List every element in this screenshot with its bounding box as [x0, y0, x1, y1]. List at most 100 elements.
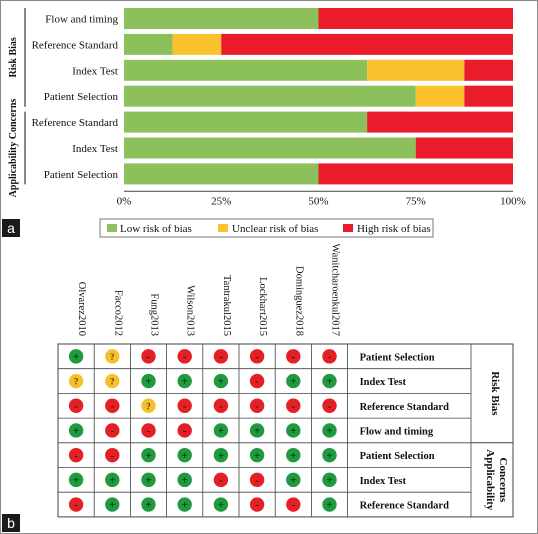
- x-tick-label: 25%: [211, 195, 231, 207]
- risk-dot: [286, 373, 301, 389]
- risk-dot: [286, 472, 301, 488]
- risk-dot: [286, 349, 301, 364]
- bar-segment: [124, 85, 416, 107]
- risk-dot: [213, 447, 229, 463]
- x-tick-label: 0%: [117, 195, 132, 207]
- risk-symbol: +: [73, 351, 79, 363]
- risk-symbol: +: [73, 474, 79, 486]
- bar-segment: [221, 33, 513, 55]
- risk-dot: [213, 423, 229, 438]
- risk-dot: [249, 472, 265, 488]
- study-header: Olvarez2010: [76, 282, 87, 336]
- bar-segment: [318, 8, 513, 29]
- risk-symbol: -: [255, 351, 259, 363]
- x-tick-label: 75%: [406, 195, 426, 207]
- bar-segment: [124, 33, 173, 55]
- risk-symbol: +: [218, 499, 224, 511]
- risk-dot: [141, 349, 156, 364]
- row-label: Patient Selection: [360, 352, 435, 363]
- risk-symbol: +: [182, 474, 188, 486]
- legend-label: Unclear risk of bias: [232, 223, 318, 235]
- risk-dot: [249, 398, 265, 413]
- risk-symbol: +: [182, 450, 188, 462]
- row-label: Reference Standard: [360, 501, 449, 512]
- risk-symbol: +: [145, 450, 151, 462]
- bar-segment: [124, 163, 319, 185]
- study-header: Fung2013: [149, 293, 160, 336]
- row-label: Patient Selection: [360, 451, 435, 462]
- risk-symbol: +: [218, 425, 224, 437]
- legend-swatch: [107, 224, 117, 232]
- risk-symbol: -: [255, 474, 259, 486]
- group-label: Applicability: [484, 449, 496, 511]
- row-label: Index Test: [360, 377, 407, 388]
- category-label: Flow and timing: [45, 14, 118, 26]
- risk-symbol: +: [326, 499, 332, 511]
- risk-dot: [68, 447, 84, 463]
- risk-dot: [249, 373, 265, 389]
- row-label: Index Test: [360, 476, 407, 487]
- bar-segment: [464, 85, 513, 107]
- risk-symbol: +: [182, 376, 188, 388]
- risk-dot: [105, 472, 120, 488]
- stacked-bar-chart: Flow and timing Reference Standard Index T…: [8, 8, 526, 238]
- panel-label-a: a: [2, 219, 20, 237]
- risk-dot: [177, 472, 192, 488]
- risk-dot: [68, 398, 84, 413]
- category-label: Reference Standard: [32, 117, 119, 129]
- risk-symbol: ?: [110, 377, 115, 387]
- risk-symbol: -: [291, 499, 295, 511]
- risk-dot: [68, 349, 84, 364]
- risk-dot: [322, 497, 337, 512]
- risk-symbol: -: [183, 400, 187, 412]
- risk-symbol: +: [109, 499, 115, 511]
- study-header: Dominguez2018: [293, 266, 304, 336]
- risk-symbol: -: [328, 351, 332, 363]
- risk-dot: [105, 423, 120, 438]
- risk-dot: [177, 447, 192, 463]
- risk-dot: [286, 423, 301, 438]
- risk-dot: [322, 398, 337, 413]
- x-tick-label: 100%: [500, 195, 526, 207]
- risk-symbol: -: [110, 450, 114, 462]
- risk-dot: [286, 398, 301, 413]
- risk-symbol: +: [73, 425, 79, 437]
- legend-swatch: [218, 224, 228, 232]
- risk-symbol: +: [145, 474, 151, 486]
- category-label: Index Test: [72, 65, 118, 77]
- group-label: Risk Bias: [8, 37, 19, 77]
- risk-symbol: -: [147, 425, 151, 437]
- risk-symbol: -: [255, 499, 259, 511]
- risk-dot: [322, 423, 337, 438]
- risk-dot: [177, 398, 192, 413]
- bar-segment: [415, 137, 513, 159]
- risk-dot: [68, 373, 84, 389]
- risk-symbol: -: [255, 400, 259, 412]
- risk-symbol: +: [218, 376, 224, 388]
- risk-symbol: -: [328, 400, 332, 412]
- risk-dot: [68, 497, 84, 512]
- risk-symbol: +: [290, 425, 296, 437]
- risk-symbol: -: [110, 425, 114, 437]
- risk-symbol: -: [74, 450, 78, 462]
- row-label: Reference Standard: [360, 402, 449, 413]
- bar-segment: [318, 163, 513, 185]
- legend-box: [99, 218, 434, 238]
- category-label: Reference Standard: [32, 39, 119, 51]
- bar-segment: [124, 137, 416, 159]
- risk-dot: [105, 398, 120, 413]
- risk-dot: [105, 373, 120, 389]
- risk-dot: [68, 423, 84, 438]
- risk-dot: [249, 497, 265, 512]
- bar-segment: [367, 111, 513, 133]
- group-label: Concerns: [497, 458, 509, 503]
- risk-dot: [105, 349, 120, 364]
- risk-symbol: ?: [74, 377, 79, 387]
- risk-dot: [177, 423, 192, 438]
- risk-dot: [322, 373, 337, 389]
- risk-dot: [177, 373, 192, 389]
- study-header: Facco2012: [112, 290, 123, 336]
- risk-symbol: +: [145, 499, 151, 511]
- bar-segment: [367, 59, 465, 81]
